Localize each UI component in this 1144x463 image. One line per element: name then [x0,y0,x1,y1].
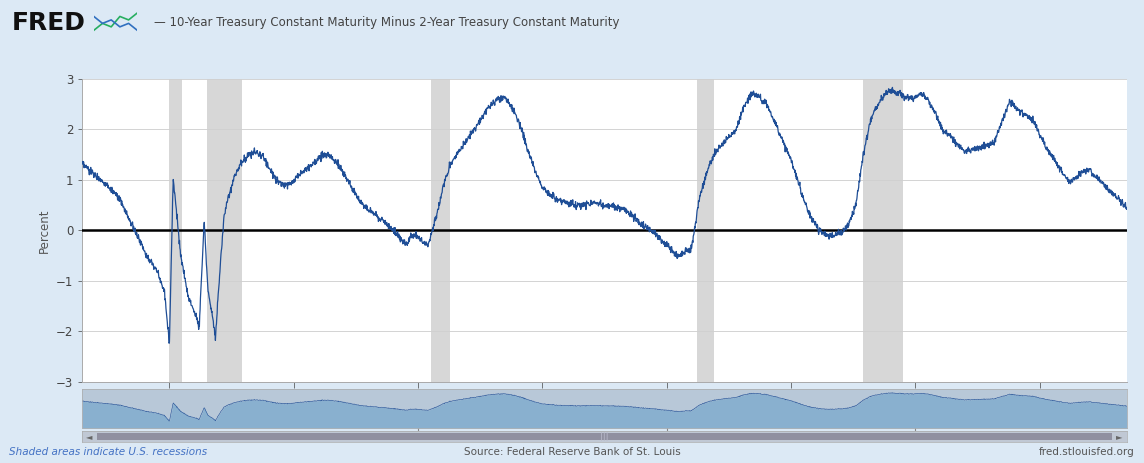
Text: Source: Federal Reserve Bank of St. Louis: Source: Federal Reserve Bank of St. Loui… [463,446,681,457]
Bar [207,79,241,382]
Bar [697,79,714,382]
Bar [169,79,182,382]
Bar [430,79,451,382]
Y-axis label: Percent: Percent [38,208,50,253]
Text: fred.stlouisfed.org: fred.stlouisfed.org [1039,446,1135,457]
Text: Shaded areas indicate U.S. recessions: Shaded areas indicate U.S. recessions [9,446,207,457]
Text: ►: ► [1117,432,1122,441]
Bar [97,432,1112,440]
Bar [864,79,903,382]
Text: ◄: ◄ [87,432,93,441]
Text: — 10-Year Treasury Constant Maturity Minus 2-Year Treasury Constant Maturity: — 10-Year Treasury Constant Maturity Min… [154,16,620,29]
Text: FRED: FRED [11,11,86,35]
Text: |||: ||| [601,432,609,441]
